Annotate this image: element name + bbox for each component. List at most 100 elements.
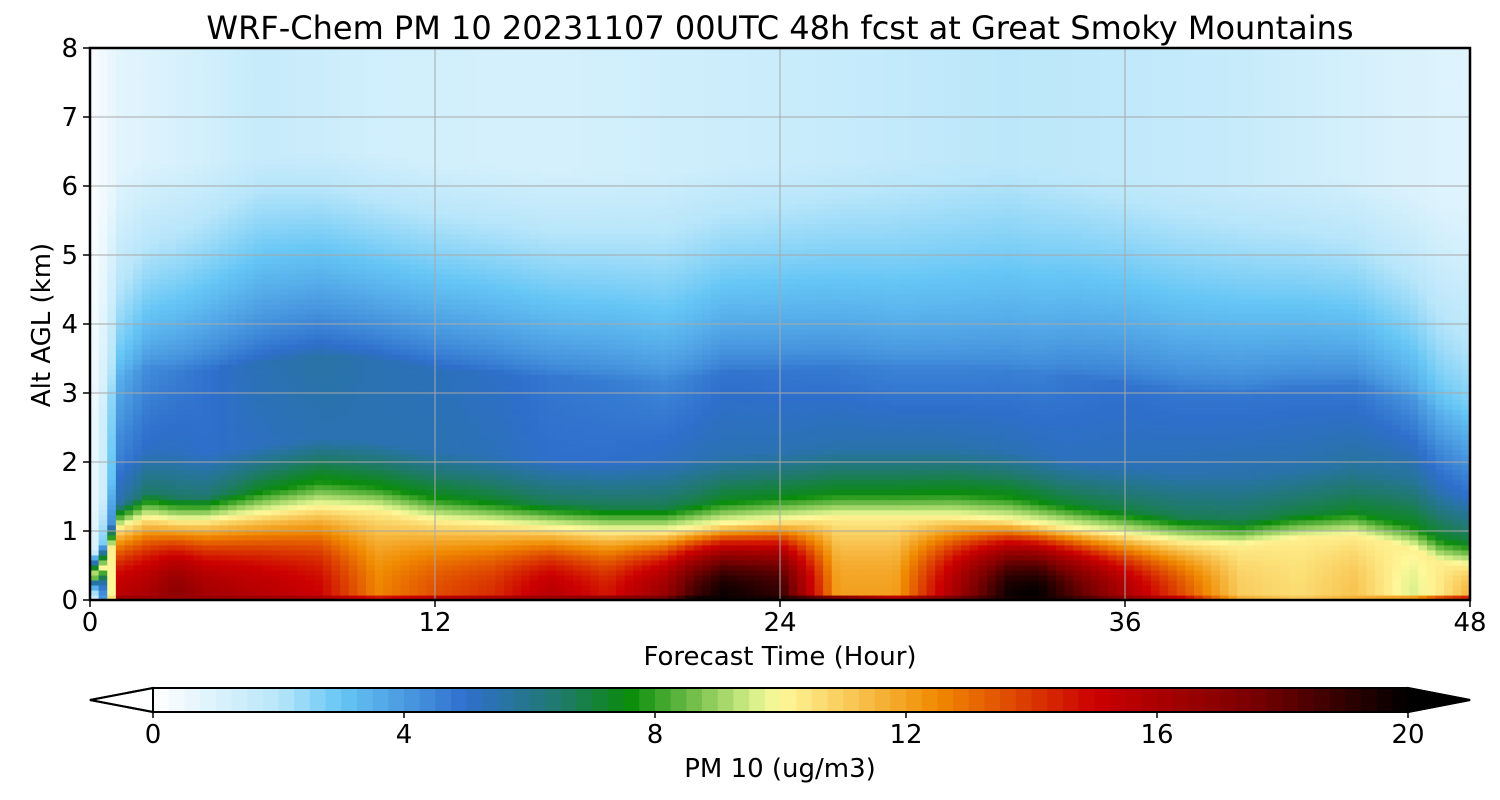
- field-cell: [98, 529, 108, 536]
- field-cell: [297, 98, 307, 104]
- field-cell: [400, 173, 410, 180]
- field-cell: [314, 419, 324, 425]
- field-cell: [202, 58, 212, 64]
- field-cell: [210, 313, 220, 320]
- field-cell: [452, 158, 462, 165]
- field-cell: [150, 489, 160, 496]
- field-cell: [107, 359, 117, 365]
- field-cell: [452, 349, 462, 355]
- field-cell: [228, 243, 238, 250]
- field-cell: [435, 414, 445, 420]
- field-cell: [460, 399, 471, 405]
- field-cell: [133, 389, 143, 395]
- field-cell: [314, 549, 324, 556]
- field-cell: [253, 278, 264, 285]
- field-cell: [141, 579, 151, 586]
- field-cell: [193, 389, 203, 395]
- field-cell: [133, 529, 143, 536]
- field-cell: [374, 394, 384, 400]
- field-cell: [357, 273, 367, 280]
- field-cell: [417, 394, 427, 400]
- field-cell: [391, 524, 402, 531]
- field-cell: [176, 454, 186, 461]
- field-cell: [391, 188, 402, 195]
- field-cell: [469, 238, 479, 245]
- field-cell: [124, 83, 134, 89]
- field-cell: [400, 103, 410, 109]
- field-cell: [193, 474, 203, 481]
- field-cell: [236, 68, 246, 74]
- field-cell: [262, 409, 272, 415]
- field-cell: [374, 188, 384, 195]
- field-cell: [435, 113, 445, 119]
- field-cell: [176, 268, 186, 275]
- field-cell: [236, 384, 246, 390]
- field-cell: [245, 484, 255, 491]
- field-cell: [219, 549, 229, 556]
- field-cell: [193, 248, 203, 255]
- field-cell: [279, 344, 289, 350]
- field-cell: [98, 444, 108, 451]
- field-cell: [340, 454, 350, 461]
- field-cell: [478, 399, 488, 405]
- field-cell: [253, 193, 264, 200]
- field-cell: [460, 213, 471, 220]
- field-cell: [167, 589, 177, 596]
- field-cell: [107, 554, 117, 561]
- field-cell: [150, 173, 160, 180]
- field-cell: [426, 283, 436, 290]
- field-cell: [184, 524, 195, 531]
- field-cell: [184, 569, 195, 576]
- field-cell: [435, 293, 445, 300]
- field-cell: [167, 318, 177, 325]
- field-cell: [150, 514, 160, 521]
- field-cell: [245, 48, 255, 54]
- field-cell: [271, 143, 281, 149]
- field-cell: [374, 73, 384, 79]
- field-cell: [314, 499, 324, 506]
- field-cell: [159, 434, 169, 441]
- field-cell: [331, 439, 341, 446]
- field-cell: [167, 48, 177, 54]
- field-cell: [253, 409, 264, 415]
- field-cell: [167, 524, 177, 531]
- field-cell: [469, 349, 479, 355]
- field-cell: [245, 308, 255, 315]
- field-cell: [305, 374, 315, 380]
- field-cell: [400, 203, 410, 210]
- field-cell: [314, 434, 324, 441]
- field-cell: [297, 198, 307, 205]
- field-cell: [167, 474, 177, 481]
- field-cell: [150, 263, 160, 270]
- field-cell: [98, 133, 108, 139]
- field-cell: [193, 228, 203, 235]
- field-cell: [374, 318, 384, 325]
- field-cell: [193, 534, 203, 541]
- field-cell: [124, 539, 134, 546]
- field-cell: [452, 88, 462, 94]
- field-cell: [159, 334, 169, 340]
- field-cell: [357, 228, 367, 235]
- field-cell: [366, 434, 376, 441]
- field-cell: [366, 514, 376, 521]
- field-cell: [366, 298, 376, 305]
- field-cell: [478, 464, 488, 471]
- field-cell: [469, 559, 479, 566]
- field-cell: [245, 469, 255, 476]
- field-cell: [340, 193, 350, 200]
- field-cell: [357, 53, 367, 59]
- field-cell: [340, 499, 350, 506]
- field-cell: [357, 429, 367, 435]
- field-cell: [115, 48, 126, 54]
- field-cell: [150, 439, 160, 446]
- field-cell: [348, 63, 358, 69]
- field-cell: [314, 158, 324, 165]
- field-cell: [184, 88, 195, 94]
- field-cell: [366, 344, 376, 350]
- field-cell: [236, 419, 246, 425]
- field-cell: [357, 484, 367, 491]
- field-cell: [322, 429, 333, 435]
- field-cell: [391, 469, 402, 476]
- field-cell: [141, 138, 151, 144]
- field-cell: [409, 584, 419, 591]
